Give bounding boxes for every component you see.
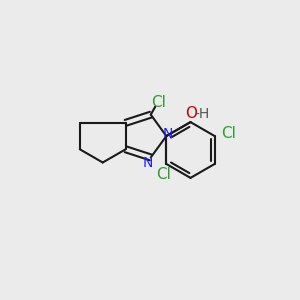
Text: O: O <box>185 106 197 121</box>
Text: N: N <box>163 127 173 141</box>
Text: Cl: Cl <box>151 94 166 110</box>
Text: N: N <box>142 156 153 170</box>
Text: Cl: Cl <box>221 125 236 140</box>
Text: -H: -H <box>194 107 209 121</box>
Text: Cl: Cl <box>156 167 171 182</box>
